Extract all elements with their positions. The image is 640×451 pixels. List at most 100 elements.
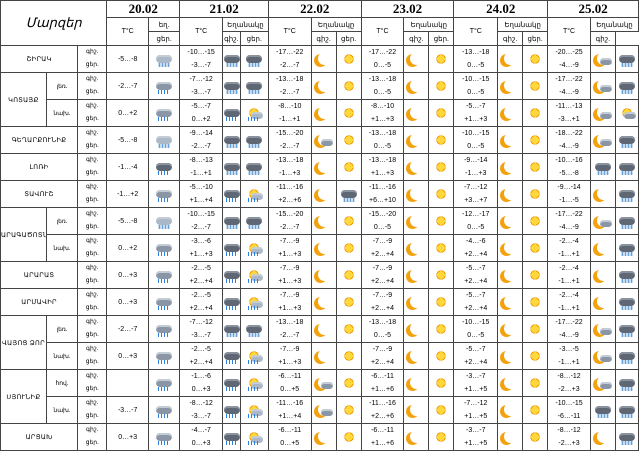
sun-icon: [432, 51, 450, 67]
moon-icon: [594, 267, 612, 283]
temp-label: T°C: [106, 17, 150, 46]
day-temp: -1…+1: [558, 251, 580, 258]
moon-cloud-icon: [594, 375, 612, 391]
temp-20: -1…-4: [106, 153, 150, 181]
weather-day-21: [239, 234, 269, 262]
cloud-rain-icon: [155, 105, 173, 121]
temp-20: -5…-8: [106, 207, 150, 235]
sun-icon: [526, 321, 544, 337]
day-temp: +2…+6: [371, 413, 394, 420]
sun-rain-icon: [245, 105, 264, 121]
weather-night-24: [497, 342, 524, 370]
temp-24: -13…-18 0…-5: [453, 45, 499, 73]
cloud-rain-icon: [223, 186, 240, 202]
temp-24: -7…-12 +1…+5: [453, 396, 499, 424]
cloud-snow-icon: [618, 240, 636, 256]
night-temp: -11…-13: [555, 103, 583, 110]
day-temp: +1…+3: [278, 251, 302, 258]
table-row: ԱՐՑԱԽ գիշ. ցեր. 0…+3 -4…-7 0…+3 -6…-11 0…+5 -6…-…: [0, 423, 640, 451]
night-temp: -6…-11: [371, 427, 394, 434]
weather-day-21: [239, 288, 269, 316]
moon-icon: [501, 213, 519, 229]
weather-day-24: [522, 72, 549, 100]
cloud-snow-icon: [618, 375, 636, 391]
weather-day-21: [239, 72, 269, 100]
weather-night-22: [310, 288, 337, 316]
weather-night-21: [222, 288, 241, 316]
weather-night-24: [497, 45, 524, 73]
day-label: ցեր.: [85, 116, 99, 122]
day-temp: 0…-5: [467, 62, 485, 69]
weather-20: [148, 288, 181, 316]
weather-night-21: [222, 45, 241, 73]
time-of-day-labels: գիշ. ցեր.: [77, 99, 108, 127]
night-temp: -10…-15: [462, 76, 490, 83]
sun-icon: [340, 321, 358, 337]
weather-20: [148, 342, 181, 370]
moon-icon: [315, 321, 333, 337]
night-label: գիշ.: [403, 31, 430, 46]
weather-day-25: [614, 369, 640, 397]
weather-night-22: [310, 99, 337, 127]
weather-day-21: [239, 261, 269, 289]
weather-day-23: [428, 369, 455, 397]
night-temp: -3…-5: [559, 346, 579, 353]
temp-25: -2…-4 -1…+1: [547, 234, 591, 262]
temp-25: -9…-14 -1…-5: [547, 180, 591, 208]
night-temp: -7…-9: [372, 238, 393, 245]
day-temp: 0…-5: [467, 89, 485, 96]
weather-day-22: [335, 342, 362, 370]
weather-day-22: [335, 153, 362, 181]
weather-day-25: [614, 99, 640, 127]
cloud-rain-icon: [155, 186, 173, 202]
weather-night-23: [403, 72, 430, 100]
day-temp: -3…-7: [191, 89, 211, 96]
weather-night-21: [222, 261, 241, 289]
night-label: գիշ.: [86, 319, 99, 325]
weather-day-23: [428, 99, 455, 127]
weather-20: [148, 99, 181, 127]
moon-cloud-icon: [315, 375, 333, 391]
weather-night-25: [589, 423, 616, 451]
day-label: ցեր.: [85, 170, 99, 176]
cloud-snow-icon: [594, 159, 612, 175]
weather-day-25: [614, 315, 640, 343]
sun-icon: [340, 294, 358, 310]
temp-22: -13…-18 -2…-7: [267, 315, 312, 343]
sun-icon: [340, 159, 358, 175]
weather-day-22: [335, 126, 362, 154]
sun-icon: [526, 240, 544, 256]
cloud-snow-icon: [618, 402, 636, 418]
weather-20: [148, 315, 181, 343]
weather-day-23: [428, 126, 455, 154]
day-temp: -2…-7: [280, 89, 300, 96]
weather-night-24: [497, 99, 524, 127]
moon-icon: [407, 186, 425, 202]
weather-20: [148, 45, 181, 73]
cloud-snow-icon: [618, 321, 636, 337]
night-temp: -10…-16: [555, 157, 583, 164]
day-temp: 0…+2: [191, 116, 211, 123]
temp-23: -13…-18 0…-5: [360, 72, 405, 100]
moon-cloud-icon: [315, 402, 333, 418]
sun-icon: [526, 213, 544, 229]
sun-icon: [432, 159, 450, 175]
temp-20: -5…-8: [106, 126, 150, 154]
weather-night-23: [403, 153, 430, 181]
weather-label: Եղանակը: [497, 17, 549, 32]
moon-icon: [501, 159, 519, 175]
day-temp: -4…-9: [559, 62, 579, 69]
temp-21: -2…-5 +2…+4: [179, 342, 223, 370]
moon-icon: [407, 294, 425, 310]
weather-night-23: [403, 234, 430, 262]
time-of-day-labels: գիշ. ցեր.: [77, 234, 108, 262]
weather-label: Եղանակը: [589, 17, 640, 32]
weather-day-24: [522, 423, 549, 451]
weather-night-25: [589, 315, 616, 343]
weather-day-24: [522, 261, 549, 289]
day-temp: -5…-8: [559, 170, 579, 177]
weather-day-21: [239, 153, 269, 181]
moon-cloud-icon: [594, 213, 612, 229]
temp-21: -8…-12 -3…-7: [179, 396, 223, 424]
night-label: գիշ.: [86, 184, 99, 190]
